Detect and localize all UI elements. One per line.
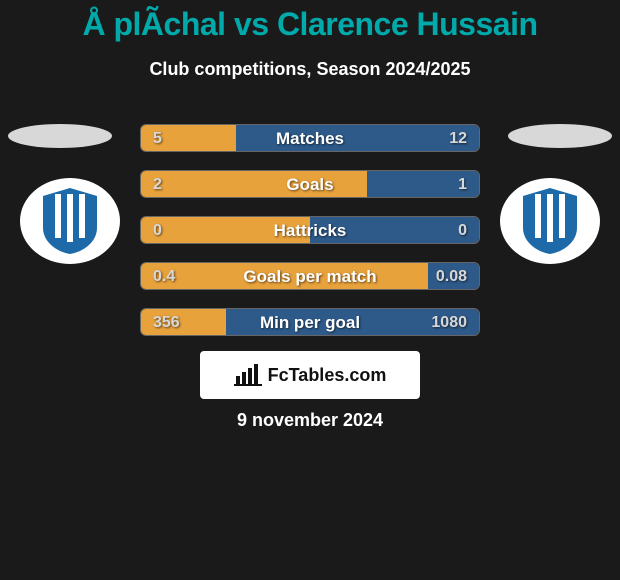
- stat-bar: Hattricks0 0: [140, 216, 480, 244]
- stat-value-left: 0.4: [153, 263, 175, 290]
- stat-label: Goals: [141, 171, 479, 198]
- stat-label: Matches: [141, 125, 479, 152]
- stat-value-right: 0: [458, 217, 467, 244]
- page-title: Å plÃ­chal vs Clarence Hussain: [0, 0, 620, 43]
- stat-label: Hattricks: [141, 217, 479, 244]
- page-subtitle: Club competitions, Season 2024/2025: [0, 59, 620, 80]
- update-date: 9 november 2024: [0, 410, 620, 431]
- club-badge-left: [20, 178, 120, 264]
- brand-badge[interactable]: FcTables.com: [200, 351, 420, 399]
- bar-chart-icon: [234, 364, 262, 386]
- stat-value-right: 1080: [431, 309, 467, 336]
- stat-bar: Min per goal356 1080: [140, 308, 480, 336]
- player-avatar-right: [508, 124, 612, 148]
- comparison-bars: Matches5 12 Goals2 1 Hattricks0 0 Goals per ma…: [140, 124, 480, 354]
- stat-value-left: 5: [153, 125, 162, 152]
- stat-bar: Goals per match0.4 0.08: [140, 262, 480, 290]
- stat-label: Min per goal: [141, 309, 479, 336]
- stat-bar: Matches5 12: [140, 124, 480, 152]
- shield-icon: [523, 188, 577, 254]
- club-badge-right: [500, 178, 600, 264]
- stat-value-left: 356: [153, 309, 180, 336]
- stat-value-right: 0.08: [436, 263, 467, 290]
- brand-label: FcTables.com: [268, 365, 387, 386]
- stat-bar: Goals2 1: [140, 170, 480, 198]
- stat-value-left: 0: [153, 217, 162, 244]
- stat-value-right: 12: [449, 125, 467, 152]
- shield-icon: [43, 188, 97, 254]
- stat-value-right: 1: [458, 171, 467, 198]
- stat-value-left: 2: [153, 171, 162, 198]
- stat-label: Goals per match: [141, 263, 479, 290]
- player-avatar-left: [8, 124, 112, 148]
